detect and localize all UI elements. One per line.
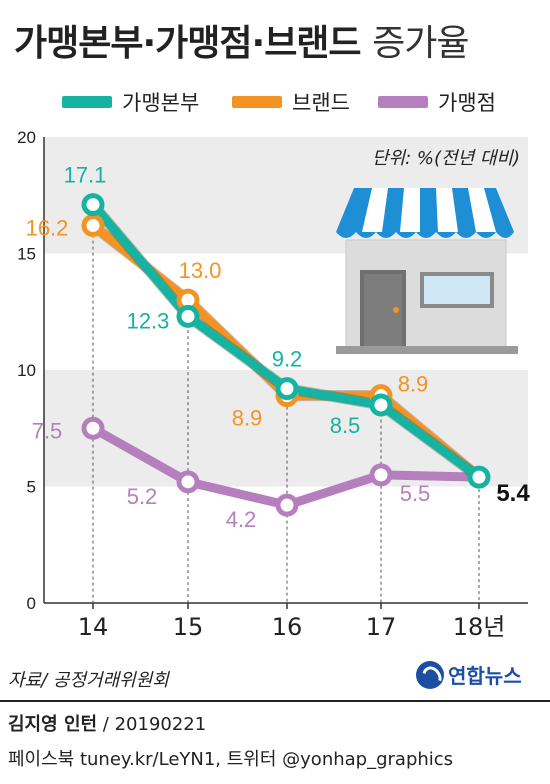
legend-label-store: 가맹점	[438, 91, 496, 115]
x-tick-label: 16	[272, 613, 303, 641]
series-marker	[176, 304, 200, 328]
data-label: 4.2	[226, 507, 257, 532]
data-label: 16.2	[26, 216, 69, 241]
chart-title-suffix: 증가율	[372, 23, 469, 64]
chart-title: 가맹본부·가맹점·브랜드 증가율	[14, 14, 469, 66]
legend-swatch-brand	[232, 96, 282, 108]
unit-note: 단위: %(전년 대비)	[372, 148, 520, 169]
data-label: 8.9	[398, 372, 429, 397]
x-tick-label: 14	[78, 613, 109, 641]
data-label: 7.5	[32, 418, 63, 443]
data-label: 9.2	[272, 347, 303, 372]
line-chart: 0 5 10 15 20 14 15 16 17 18년 단위: %(전년 대비) 17.1 12.…	[17, 128, 531, 641]
data-label: 17.1	[64, 163, 107, 188]
legend-label-hq: 가맹본부	[122, 91, 200, 115]
y-tick-label: 20	[17, 128, 36, 147]
legend-item-store: 가맹점	[378, 84, 496, 120]
series-marker	[275, 377, 299, 401]
author-name: 김지영 인턴	[8, 714, 98, 735]
series-marker	[176, 470, 200, 494]
x-tick-label: 17	[366, 613, 397, 641]
y-tick-label: 15	[17, 245, 36, 264]
y-tick-label: 0	[27, 594, 36, 613]
data-label: 8.5	[330, 413, 361, 438]
series-markers	[81, 193, 491, 517]
series-marker	[275, 493, 299, 517]
guide-lines	[92, 204, 480, 603]
series-marker	[81, 214, 105, 238]
y-tick-label: 10	[17, 361, 36, 380]
footer-divider	[0, 700, 550, 702]
data-label: 13.0	[179, 258, 222, 283]
legend-label-brand: 브랜드	[292, 91, 350, 115]
author-date: / 20190221	[97, 714, 207, 735]
yonhap-logo: 연합뉴스	[416, 660, 522, 689]
axes: 0 5 10 15 20 14 15 16 17 18년	[17, 128, 528, 641]
data-label: 8.9	[232, 406, 263, 431]
x-tick-label: 15	[173, 613, 204, 641]
source-note: 자료/ 공정거래위원회	[8, 670, 169, 691]
legend-item-hq: 가맹본부	[62, 84, 199, 120]
x-tick-label: 18년	[453, 613, 506, 641]
social-links: 페이스북 tuney.kr/LeYN1, 트위터 @yonhap_graphic…	[8, 749, 454, 770]
series-marker	[369, 463, 393, 487]
store-icon	[336, 188, 518, 354]
data-label: 5.5	[400, 481, 431, 506]
series-marker	[81, 416, 105, 440]
yonhap-logo-text: 연합뉴스	[448, 664, 522, 688]
data-labels: 17.1 12.3 9.2 8.5 5.4 16.2 13.0 8.9 8.9 7.5 5.2 4.2…	[26, 163, 531, 533]
legend-item-brand: 브랜드	[232, 84, 350, 120]
series-marker	[467, 465, 491, 489]
yonhap-logo-icon	[416, 660, 444, 689]
legend-swatch-store	[378, 96, 428, 108]
author-credit: 김지영 인턴 / 20190221	[8, 710, 206, 736]
legend: 가맹본부 브랜드 가맹점	[0, 84, 550, 120]
data-label: 5.4	[496, 480, 530, 507]
series-marker	[81, 193, 105, 217]
series-marker	[369, 393, 393, 417]
data-label: 5.2	[127, 484, 158, 509]
chart-title-main: 가맹본부·가맹점·브랜드	[14, 23, 362, 64]
data-label: 12.3	[127, 308, 170, 333]
title-bar: 가맹본부·가맹점·브랜드 증가율	[0, 0, 550, 80]
legend-swatch-hq	[62, 96, 112, 108]
y-tick-label: 5	[27, 478, 36, 497]
